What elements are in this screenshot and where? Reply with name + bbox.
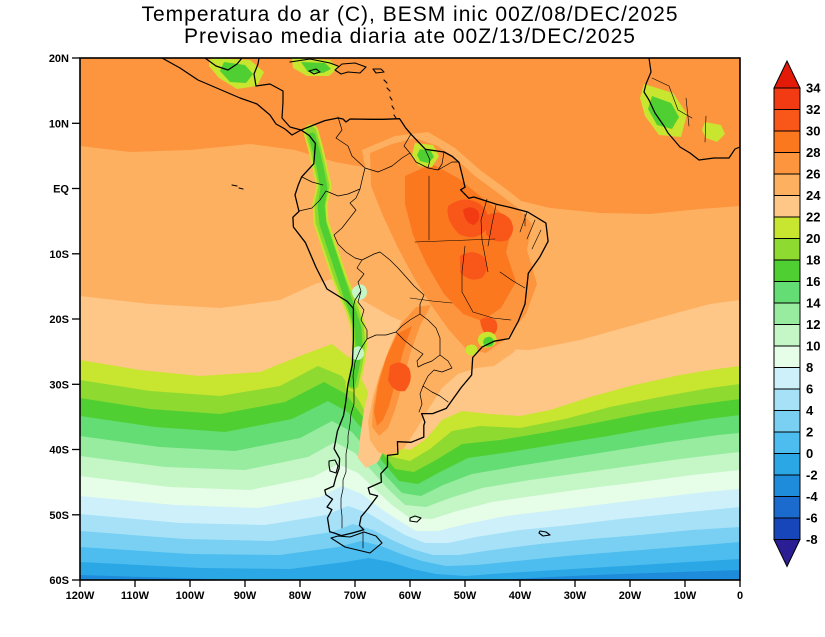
colorbar-segment (773, 195, 801, 218)
colorbar-label: 2 (806, 425, 813, 440)
lat-label-40S: 40S (49, 445, 69, 457)
lon-label-0: 0 (737, 590, 743, 602)
lat-label-10N: 10N (49, 118, 69, 130)
hot-30-32-spot-c (460, 252, 488, 280)
lon-label-80W: 80W (289, 590, 312, 602)
hot-30-32-spot-se (480, 317, 498, 336)
lat-label-10S: 10S (49, 249, 69, 261)
colorbar-label: 8 (806, 360, 813, 375)
hot-30-32-spot-chaco (388, 362, 411, 392)
lon-label-100W: 100W (176, 590, 205, 602)
lon-label-10W: 10W (674, 590, 697, 602)
colorbar-label: 20 (806, 231, 820, 246)
andes-strip-core-16-18 (308, 132, 363, 388)
coastline-islands (231, 58, 551, 554)
green-patch-caribbean-core (301, 62, 331, 73)
lon-label-120W: 120W (66, 590, 95, 602)
colorbar-label: 10 (806, 339, 820, 354)
colorbar-label: 18 (806, 253, 820, 268)
green-patch-africa-small (702, 122, 725, 142)
plot-title-line2: Previsao media diaria ate 00Z/13/DEC/202… (184, 25, 636, 48)
colorbar-label: 32 (806, 102, 820, 117)
colorbar-label: -4 (806, 489, 818, 504)
plot-title-line1: Temperatura do ar (C), BESM inic 00Z/08/… (141, 3, 678, 26)
colorbar-segment (773, 173, 801, 196)
lat-label-20N: 20N (49, 53, 69, 65)
colorbar-segment (773, 367, 801, 390)
colorbar-label: 34 (806, 81, 821, 96)
hot-28-30-brazil (405, 164, 516, 321)
lon-label-20W: 20W (619, 590, 642, 602)
colorbar-label: 30 (806, 124, 820, 139)
africa-borders (651, 77, 707, 143)
band-m4-m2 (80, 570, 740, 580)
colorbar-segment (773, 109, 801, 132)
green-patch-africa-core (648, 96, 679, 129)
colorbar-label: 14 (806, 296, 821, 311)
colorbar-segment (773, 496, 801, 519)
colorbar-segment (773, 130, 801, 153)
colorbar-label: 22 (806, 210, 820, 225)
colorbar-segment (773, 216, 801, 239)
colorbar-label: 4 (806, 403, 814, 418)
lon-label-110W: 110W (121, 590, 150, 602)
andes-altiplano-pale-1 (352, 284, 367, 300)
colorbar-segment (773, 431, 801, 454)
colorbar-label: 0 (806, 446, 813, 461)
colorbar-segment (773, 410, 801, 433)
colorbar-segment (773, 281, 801, 304)
map-area (80, 58, 740, 580)
country-borders (298, 116, 460, 549)
colorbar-segment (773, 259, 801, 282)
lon-label-60W: 60W (399, 590, 422, 602)
colorbar-label: 24 (806, 188, 821, 203)
lon-label-50W: 50W (454, 590, 477, 602)
colorbar-segment (773, 87, 801, 110)
coastline-south-america (292, 117, 549, 537)
lat-label-EQ: EQ (53, 184, 69, 196)
colorbar-label: 16 (806, 274, 820, 289)
colorbar-segment (773, 152, 801, 175)
lat-label-20S: 20S (49, 314, 69, 326)
colorbar-label: 6 (806, 382, 813, 397)
andes-altiplano-pale-2 (351, 346, 365, 361)
green-dot-se-brazil-2 (465, 344, 478, 356)
colorbar-segment (773, 345, 801, 368)
axes: 20N 10N EQ 10S 20S 30S 40S 50S 60S 120W 110W 100W 90… (49, 53, 743, 602)
hot-32-34-spot (463, 207, 480, 225)
lat-label-30S: 30S (49, 379, 69, 391)
coastline-africa (643, 58, 740, 161)
colorbar-label: 12 (806, 317, 820, 332)
lat-label-60S: 60S (49, 575, 69, 587)
colorbar-segment (773, 474, 801, 497)
colorbar-label: -2 (806, 468, 818, 483)
green-patch-mexico-core (220, 62, 253, 83)
colorbar-segment (773, 517, 801, 540)
colorbar-label: -8 (806, 532, 818, 547)
coastline-central-america (161, 58, 302, 136)
lon-label-30W: 30W (564, 590, 587, 602)
lon-label-70W: 70W (344, 590, 367, 602)
colorbar-segment (773, 238, 801, 261)
colorbar-segment (773, 302, 801, 325)
green-dot-se-brazil-core (483, 336, 494, 347)
colorbar-top-arrow (773, 59, 801, 89)
colorbar-segment (773, 388, 801, 411)
colorbar-label: 28 (806, 145, 820, 160)
lon-label-90W: 90W (234, 590, 257, 602)
colorbar-segment (773, 453, 801, 476)
colorbar-label: 26 (806, 167, 820, 182)
colorbar-segment (773, 324, 801, 347)
lat-label-50S: 50S (49, 510, 69, 522)
colorbar-label: -6 (806, 511, 818, 526)
brazil-state-borders (409, 175, 542, 321)
colorbar-bottom-arrow (773, 539, 801, 568)
humboldt-cool-strip (339, 300, 350, 352)
band-m2-0 (80, 558, 740, 580)
lon-label-40W: 40W (509, 590, 532, 602)
